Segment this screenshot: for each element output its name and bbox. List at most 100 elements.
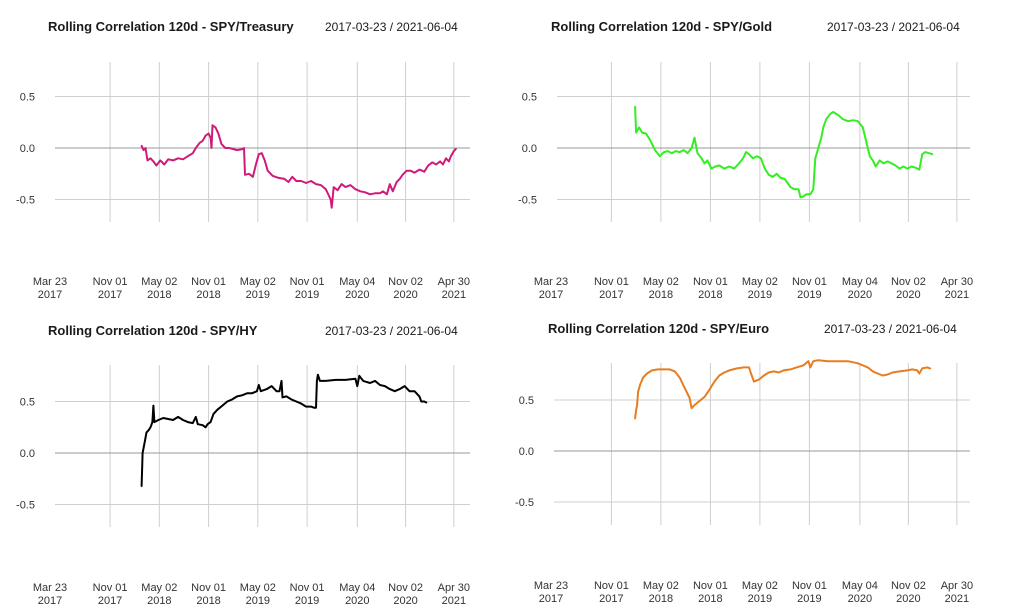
- date-range: 2017-03-23 / 2021-06-04: [824, 322, 957, 336]
- chart-title: Rolling Correlation 120d - SPY/Euro: [548, 321, 769, 336]
- x-tick-year: 2018: [196, 595, 220, 607]
- y-tick-label: 0.5: [20, 92, 35, 104]
- y-tick-label: 0.0: [519, 446, 534, 458]
- chart-title: Rolling Correlation 120d - SPY/Gold: [551, 19, 772, 34]
- x-tick-year: 2018: [147, 595, 171, 607]
- x-tick-year: 2017: [539, 289, 563, 301]
- x-tick-year: 2017: [38, 595, 62, 607]
- x-tick-label: Apr 30: [941, 276, 973, 288]
- series-line: [634, 105, 934, 199]
- x-tick-year: 2017: [38, 289, 62, 301]
- x-tick-year: 2020: [393, 595, 417, 607]
- x-tick-label: May 04: [339, 276, 375, 288]
- x-tick-year: 2017: [599, 289, 623, 301]
- x-tick-label: Nov 01: [290, 582, 325, 594]
- x-tick-year: 2017: [599, 593, 623, 605]
- x-tick-label: May 02: [240, 276, 276, 288]
- x-tick-label: Mar 23: [534, 580, 568, 592]
- date-range: 2017-03-23 / 2021-06-04: [827, 20, 960, 34]
- x-tick-label: May 02: [742, 580, 778, 592]
- x-tick-year: 2020: [848, 289, 872, 301]
- x-tick-year: 2019: [295, 595, 319, 607]
- y-tick-label: -0.5: [515, 497, 534, 509]
- x-tick-label: Nov 01: [594, 276, 629, 288]
- x-tick-label: Nov 01: [191, 276, 226, 288]
- series-line: [140, 373, 428, 487]
- series-line: [634, 359, 932, 420]
- x-tick-label: Nov 01: [191, 582, 226, 594]
- x-tick-label: Nov 01: [93, 276, 128, 288]
- x-tick-label: May 04: [842, 580, 878, 592]
- x-tick-label: Apr 30: [438, 582, 470, 594]
- x-tick-year: 2018: [147, 289, 171, 301]
- x-tick-label: May 02: [643, 580, 679, 592]
- x-tick-year: 2019: [797, 289, 821, 301]
- x-tick-label: May 02: [141, 276, 177, 288]
- x-tick-label: Nov 01: [290, 276, 325, 288]
- date-range: 2017-03-23 / 2021-06-04: [325, 20, 458, 34]
- y-tick-label: 0.5: [20, 397, 35, 409]
- x-tick-label: May 02: [742, 276, 778, 288]
- x-tick-year: 2018: [196, 289, 220, 301]
- x-tick-label: May 02: [240, 582, 276, 594]
- x-tick-year: 2018: [649, 593, 673, 605]
- y-tick-label: -0.5: [518, 195, 537, 207]
- y-tick-label: -0.5: [16, 195, 35, 207]
- x-tick-label: Nov 01: [792, 276, 827, 288]
- x-tick-year: 2020: [345, 289, 369, 301]
- chart-panel-1: Rolling Correlation 120d - SPY/Treasury 2…: [16, 19, 470, 301]
- chart-panel-2: Rolling Correlation 120d - SPY/Gold 2017-…: [518, 19, 973, 301]
- y-tick-label: 0.0: [522, 143, 537, 155]
- x-tick-label: Nov 01: [792, 580, 827, 592]
- x-tick-year: 2018: [698, 593, 722, 605]
- chart-title: Rolling Correlation 120d - SPY/Treasury: [48, 19, 294, 34]
- x-tick-label: Nov 01: [93, 582, 128, 594]
- x-tick-label: Apr 30: [438, 276, 470, 288]
- x-tick-label: Nov 02: [388, 276, 423, 288]
- chart-panel-4: Rolling Correlation 120d - SPY/Euro 2017-…: [515, 321, 973, 605]
- x-tick-year: 2019: [246, 289, 270, 301]
- x-tick-year: 2019: [748, 289, 772, 301]
- x-tick-year: 2020: [896, 593, 920, 605]
- x-tick-label: Nov 01: [594, 580, 629, 592]
- x-tick-label: Apr 30: [941, 580, 973, 592]
- x-tick-year: 2021: [442, 595, 466, 607]
- x-tick-year: 2017: [98, 595, 122, 607]
- date-range: 2017-03-23 / 2021-06-04: [325, 324, 458, 338]
- x-tick-label: Nov 02: [891, 580, 926, 592]
- x-tick-label: May 04: [842, 276, 878, 288]
- x-tick-year: 2019: [295, 289, 319, 301]
- y-tick-label: -0.5: [16, 500, 35, 512]
- x-tick-year: 2021: [442, 289, 466, 301]
- x-tick-year: 2018: [698, 289, 722, 301]
- y-tick-label: 0.0: [20, 143, 35, 155]
- x-tick-label: Mar 23: [33, 276, 67, 288]
- x-tick-year: 2020: [345, 595, 369, 607]
- x-tick-label: May 02: [643, 276, 679, 288]
- y-tick-label: 0.5: [522, 92, 537, 104]
- x-tick-label: Nov 01: [693, 580, 728, 592]
- x-tick-year: 2019: [797, 593, 821, 605]
- x-tick-year: 2019: [748, 593, 772, 605]
- x-tick-label: May 02: [141, 582, 177, 594]
- chart-panel-3: Rolling Correlation 120d - SPY/HY 2017-03…: [16, 323, 470, 607]
- y-tick-label: 0.0: [20, 448, 35, 460]
- series-line: [140, 124, 457, 209]
- x-tick-year: 2020: [848, 593, 872, 605]
- x-tick-label: Nov 01: [693, 276, 728, 288]
- x-tick-year: 2021: [945, 593, 969, 605]
- x-tick-label: Mar 23: [33, 582, 67, 594]
- x-tick-label: Nov 02: [891, 276, 926, 288]
- x-tick-label: Mar 23: [534, 276, 568, 288]
- x-tick-label: May 04: [339, 582, 375, 594]
- chart-title: Rolling Correlation 120d - SPY/HY: [48, 323, 258, 338]
- x-tick-year: 2017: [98, 289, 122, 301]
- x-tick-year: 2021: [945, 289, 969, 301]
- x-tick-year: 2017: [539, 593, 563, 605]
- y-tick-label: 0.5: [519, 395, 534, 407]
- x-tick-year: 2018: [649, 289, 673, 301]
- x-tick-year: 2019: [246, 595, 270, 607]
- x-tick-year: 2020: [896, 289, 920, 301]
- x-tick-year: 2020: [393, 289, 417, 301]
